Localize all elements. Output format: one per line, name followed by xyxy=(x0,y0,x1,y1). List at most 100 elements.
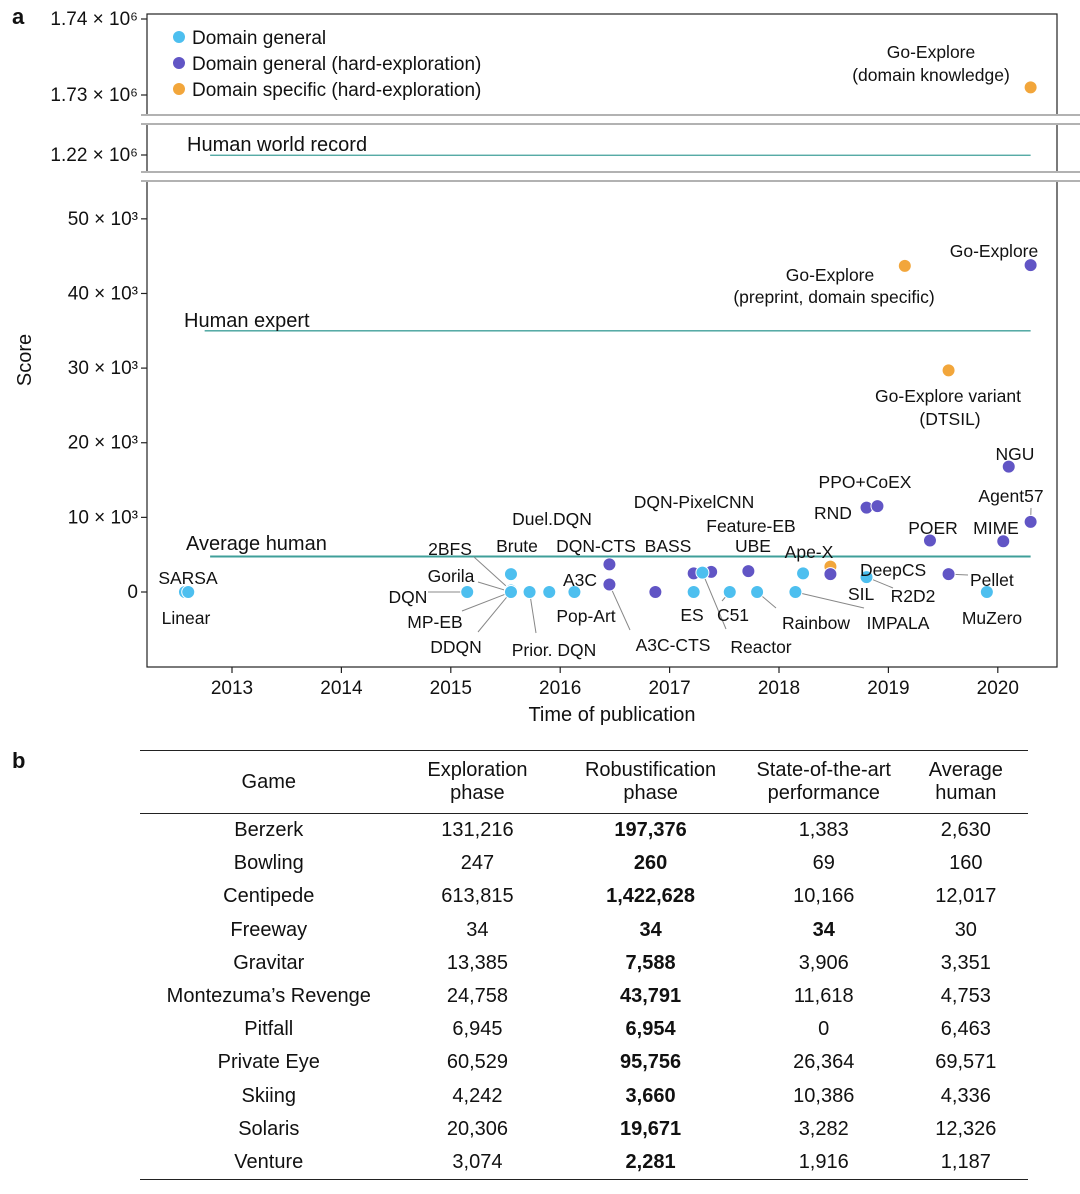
point-label-2bfs: 2BFS xyxy=(428,539,472,559)
data-point-ngu xyxy=(1001,459,1016,474)
leader-line-impala xyxy=(795,591,865,609)
point-label-sil: SIL xyxy=(848,584,875,604)
point-label-c51: C51 xyxy=(717,605,749,625)
table-cell-exploration: 24,758 xyxy=(446,985,509,1008)
table-cell-game: Gravitar xyxy=(233,951,305,974)
table-cell-sota: 34 xyxy=(812,918,835,941)
point-label-poer: POER xyxy=(908,518,958,538)
table-header-5-line-2: human xyxy=(935,782,997,804)
table-header-5-line-1: Average xyxy=(928,759,1003,781)
x-axis-label: Time of publication xyxy=(528,704,695,726)
table-row: Gravitar 13,385 7,588 3,906 3,351 xyxy=(140,947,1028,980)
table-cell-game: Freeway xyxy=(230,918,308,941)
point-label-pop-art: Pop-Art xyxy=(556,606,615,626)
data-point-bass xyxy=(648,585,663,599)
point-label-dqn-pixelcnn: DQN-PixelCNN xyxy=(634,492,755,512)
panel-label-b: b xyxy=(12,748,26,773)
table-cell-robustification: 1,422,628 xyxy=(606,885,696,908)
point-label-es: ES xyxy=(680,605,703,625)
data-point-pop-art xyxy=(567,585,582,599)
table-cell-robustification: 43,791 xyxy=(619,985,682,1008)
table-cell-exploration: 6,945 xyxy=(452,1018,503,1041)
table-row: Montezuma’s Revenge 24,758 43,791 11,618 4,7… xyxy=(140,980,1028,1013)
data-point-dqn-cts xyxy=(602,557,617,572)
data-point-sil xyxy=(823,567,838,582)
panel-label-a: a xyxy=(12,4,25,29)
point-label-brute: Brute xyxy=(496,536,538,556)
data-point-ape-x xyxy=(796,566,811,581)
table-cell-sota: 3,282 xyxy=(798,1117,849,1140)
point-label-a3c-cts: A3C-CTS xyxy=(636,635,711,655)
x-tick-label: 2015 xyxy=(430,678,472,699)
point-label-ppo-coex: PPO+CoEX xyxy=(819,472,912,492)
axis-break-band-1 xyxy=(141,114,1080,125)
point-label-linear: Linear xyxy=(162,608,211,628)
table-cell-human: 1,187 xyxy=(940,1150,991,1173)
table-cell-game: Berzerk xyxy=(234,819,304,842)
x-tick-label: 2019 xyxy=(867,678,909,699)
point-label-agent57: Agent57 xyxy=(978,486,1043,506)
table-cell-exploration: 4,242 xyxy=(452,1084,503,1107)
x-tick-label: 2014 xyxy=(320,678,363,699)
point-label-ape-x: Ape-X xyxy=(785,542,834,562)
point-label-mime: MIME xyxy=(973,518,1019,538)
legend-label-1: Domain general xyxy=(192,28,326,49)
table-cell-game: Private Eye xyxy=(217,1051,320,1074)
table-cell-exploration: 247 xyxy=(460,852,495,875)
legend-marker-3 xyxy=(173,83,185,95)
table-cell-robustification: 34 xyxy=(639,918,662,941)
table-cell-exploration: 131,216 xyxy=(441,819,514,842)
results-table-container: Game Exploration phase Robustification phase… xyxy=(140,750,1028,1180)
table-cell-human: 12,017 xyxy=(935,885,997,908)
data-point-reactor xyxy=(695,565,710,580)
table-cell-robustification: 197,376 xyxy=(614,819,687,842)
legend-label-3: Domain specific (hard-exploration) xyxy=(192,80,481,101)
table-cell-game: Bowling xyxy=(233,852,304,875)
legend-marker-2 xyxy=(173,57,185,69)
table-cell-exploration: 13,385 xyxy=(446,951,509,974)
table-row: Berzerk 131,216 197,376 1,383 2,630 xyxy=(140,814,1028,848)
table-header-3: Robustification phase xyxy=(557,751,743,814)
table-cell-human: 3,351 xyxy=(940,951,991,974)
x-tick-label: 2013 xyxy=(211,678,253,699)
point-label-go-explore-variant-dtsil-line-2: (DTSIL) xyxy=(919,409,980,429)
table-cell-sota: 10,386 xyxy=(793,1084,855,1107)
table-cell-robustification: 6,954 xyxy=(625,1018,676,1041)
table-cell-exploration: 3,074 xyxy=(452,1150,503,1173)
point-label-feature-eb: Feature-EB xyxy=(706,516,795,536)
table-cell-game: Centipede xyxy=(223,885,315,908)
point-label-prior-dqn: Prior. DQN xyxy=(512,640,597,660)
point-label-r2d2: R2D2 xyxy=(891,586,936,606)
point-label-impala: IMPALA xyxy=(867,613,930,633)
point-label-pellet: Pellet xyxy=(970,570,1014,590)
leader-line-reactor xyxy=(701,572,727,630)
table-header-1-line-1: Game xyxy=(241,770,296,793)
y-tick-label: 50 × 10³ xyxy=(68,209,138,230)
table-cell-human: 2,630 xyxy=(940,819,991,842)
leader-line-mp-eb xyxy=(461,591,512,612)
table-cell-exploration: 613,815 xyxy=(441,885,514,908)
table-cell-sota: 11,618 xyxy=(793,985,854,1008)
table-cell-robustification: 19,671 xyxy=(619,1117,682,1140)
table-header-3-line-2: phase xyxy=(623,782,678,804)
point-label-rainbow: Rainbow xyxy=(782,613,850,633)
table-cell-game: Solaris xyxy=(238,1117,300,1140)
table-cell-sota: 69 xyxy=(812,852,835,875)
data-point-prior-dqn xyxy=(522,585,537,599)
point-label-go-explore-preprint-domain-specific-line-1: Go-Explore xyxy=(786,265,875,285)
table-cell-exploration: 60,529 xyxy=(446,1051,509,1074)
results-table: Game Exploration phase Robustification phase… xyxy=(140,750,1028,1180)
y-tick-label: 40 × 10³ xyxy=(68,283,138,304)
point-label-duel-dqn: Duel.DQN xyxy=(512,509,592,529)
table-cell-robustification: 3,660 xyxy=(625,1084,676,1107)
table-cell-sota: 3,906 xyxy=(798,951,849,974)
data-point-ddqn xyxy=(503,585,518,599)
axis-break-band-2 xyxy=(141,171,1080,182)
data-point-brute xyxy=(503,567,518,582)
data-point-impala xyxy=(788,585,803,599)
table-cell-sota: 26,364 xyxy=(793,1051,855,1074)
scatter-chart: 0 10 × 10³ 20 × 10³ 30 × 10³ 40 × 10³ 50 × 10… xyxy=(14,9,1080,726)
table-header-4-line-2: performance xyxy=(767,782,880,804)
table-header-3-line-1: Robustification xyxy=(584,759,717,781)
table-cell-human: 6,463 xyxy=(940,1018,991,1041)
